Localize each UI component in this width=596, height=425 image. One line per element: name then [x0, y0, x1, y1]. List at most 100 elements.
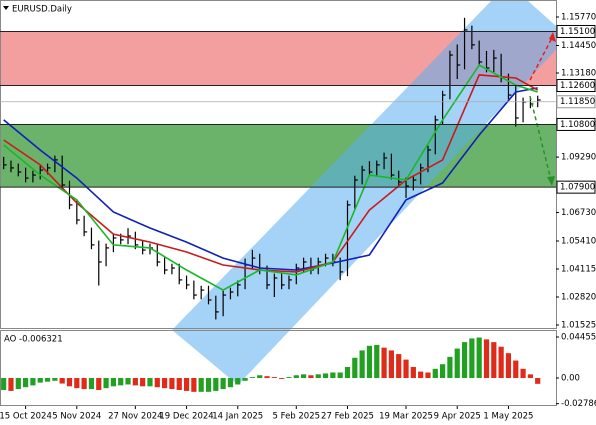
y-tick-label: 1.04115: [561, 264, 596, 274]
ao-bar: [88, 378, 95, 390]
ao-bar: [271, 377, 277, 379]
x-tick-label: 5 Feb 2025: [273, 412, 321, 422]
ao-bar: [81, 378, 87, 390]
ao-bar: [381, 347, 387, 379]
ao-bar: [527, 374, 533, 379]
ao-bar: [249, 377, 255, 379]
level-box: [556, 117, 596, 131]
ao-bar: [286, 377, 292, 379]
ao-bar: [388, 350, 394, 379]
arrow-down: [529, 95, 552, 181]
x-tick-label: 27 Nov 2024: [108, 412, 162, 422]
x-tick-label: 19 Dec 2024: [159, 412, 213, 422]
ao-bar: [301, 374, 307, 379]
ao-bar: [191, 378, 197, 392]
ao-bar: [132, 378, 138, 386]
ao-bar: [476, 337, 482, 379]
trend-channel: [172, 0, 556, 385]
y-tick-label: 1.13180: [561, 68, 596, 78]
y-tick-label: 1.06730: [561, 208, 596, 218]
ao-bar: [264, 376, 270, 379]
ao-bar: [1, 378, 7, 390]
ao-bar: [96, 378, 102, 390]
ao-bar: [220, 378, 226, 390]
main-frame: [0, 0, 557, 329]
ao-bar: [520, 368, 526, 379]
ao-bar: [213, 378, 219, 391]
ao-bar: [337, 372, 343, 379]
x-tick-label: 15 Oct 2024: [0, 412, 52, 422]
ao-bar: [454, 348, 460, 379]
y-tick-label: 0.00: [561, 374, 580, 384]
ao-bar: [461, 342, 468, 379]
ao-bar: [308, 375, 314, 379]
title-marker: [3, 6, 9, 10]
ao-bar: [469, 338, 475, 379]
ao-bar: [15, 378, 21, 390]
level-label: 1.15100: [560, 27, 595, 37]
arrow-up-head: [549, 32, 556, 42]
ao-bar: [59, 378, 65, 384]
y-tick-label: 1.15770: [561, 12, 596, 22]
ao-bar: [169, 378, 175, 390]
y-tick-label: 0.044558: [561, 333, 596, 343]
ao-bar: [198, 378, 204, 392]
last-price-label: 1.11850: [560, 97, 595, 107]
ao-bar: [37, 378, 43, 383]
ao-bar: [125, 378, 131, 385]
ao-bar: [374, 344, 380, 379]
ao-bar: [52, 378, 58, 381]
ao-bar: [535, 378, 541, 384]
ao-bar: [425, 372, 431, 379]
ao-bar: [235, 378, 241, 385]
ao-current: -0.006321: [19, 335, 63, 345]
ao-bar: [118, 378, 124, 386]
y-tick-label: 1.01525: [561, 320, 596, 330]
ao-bar: [322, 373, 329, 379]
level-box: [556, 180, 596, 194]
ao-bar: [30, 378, 36, 386]
ao-bar: [513, 360, 519, 379]
ao-bar: [74, 378, 80, 389]
ao-bar: [483, 339, 490, 379]
ao-bar: [257, 375, 263, 379]
level-box: [556, 24, 596, 38]
ao-bar: [183, 378, 190, 391]
ao-title: AO: [4, 335, 17, 345]
x-tick-label: 19 Mar 2025: [379, 412, 433, 422]
ao-bar: [140, 378, 146, 387]
moving-average: [3, 87, 538, 271]
x-tick-label: 9 Apr 2025: [434, 412, 481, 422]
ao-bar: [66, 378, 73, 387]
ao-bar: [279, 378, 285, 379]
ao-bar: [491, 342, 497, 379]
ao-bar: [154, 378, 160, 388]
level-box: [556, 79, 596, 93]
ao-bar: [352, 357, 358, 379]
ao-bar: [23, 378, 29, 388]
ao-bar: [330, 372, 336, 379]
x-tick-label: 27 Feb 2025: [321, 412, 374, 422]
ao-bar: [440, 364, 446, 379]
level-label: 1.10800: [560, 120, 595, 130]
ao-bar: [432, 368, 438, 379]
arrow-up: [529, 35, 554, 81]
ao-bar: [366, 345, 373, 379]
y-tick-label: -0.02786: [561, 399, 596, 409]
ao-bar: [205, 378, 212, 392]
ao-bar: [44, 378, 51, 382]
ao-bar: [344, 366, 351, 379]
ao-bar: [242, 378, 248, 381]
chart-title: EURUSD.Daily: [12, 5, 72, 15]
ao-bar: [315, 374, 321, 379]
level-label: 1.07900: [560, 183, 595, 193]
y-tick-label: 1.02820: [561, 292, 596, 302]
ao-bar: [418, 371, 424, 379]
ao-bar: [396, 354, 402, 379]
level-label: 1.12600: [560, 81, 595, 91]
ao-bar: [505, 353, 512, 379]
ao-bar: [103, 378, 109, 389]
ao-bar: [162, 378, 168, 389]
ao-bar: [176, 378, 182, 390]
